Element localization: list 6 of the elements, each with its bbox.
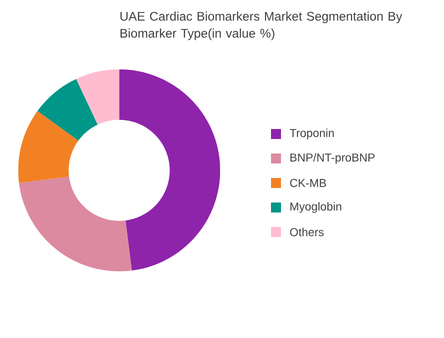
legend-label: Troponin xyxy=(290,128,334,140)
legend-label: BNP/NT-proBNP xyxy=(290,153,375,164)
legend-label: CK-MB xyxy=(290,178,326,188)
legend-label: Others xyxy=(290,228,324,236)
legend-label: Myoglobin xyxy=(290,202,342,213)
chart-title: UAE Cardiac Biomarkers Market Segmentation By Biomarker Type(in value %) xyxy=(120,12,402,40)
